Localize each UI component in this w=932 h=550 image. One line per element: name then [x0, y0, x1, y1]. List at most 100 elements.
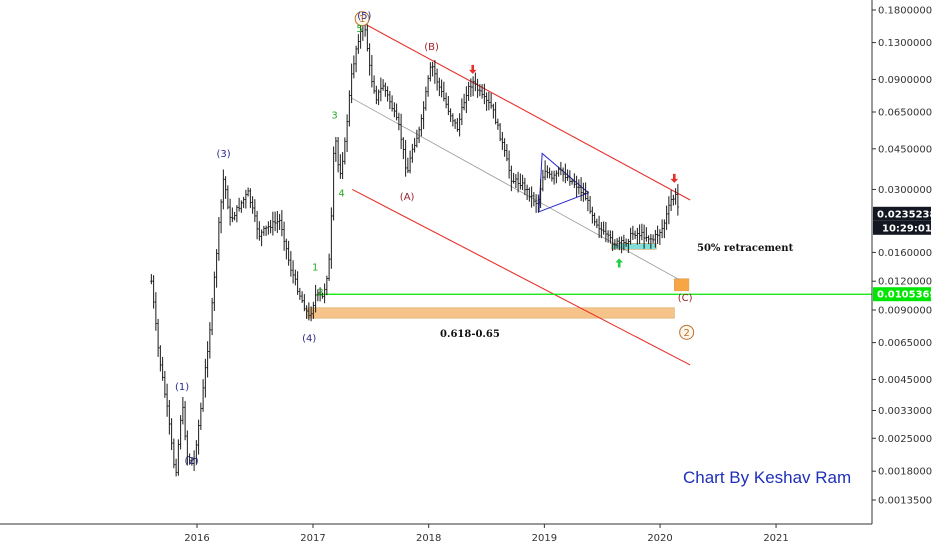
ohlc-bar	[312, 301, 315, 319]
ohlc-bar	[456, 118, 459, 132]
wave-label: (3)	[217, 149, 231, 160]
ohlc-bar	[242, 196, 245, 209]
ohlc-bar	[638, 224, 641, 244]
ohlc-bar	[541, 169, 545, 192]
ohlc-bar	[303, 294, 306, 312]
ohlc-bar	[631, 225, 635, 240]
ohlc-bar	[633, 230, 637, 240]
x-tick-label: 2019	[532, 533, 557, 544]
ohlc-bar	[627, 238, 630, 253]
ohlc-bar	[597, 215, 601, 239]
ohlc-bar	[570, 178, 574, 185]
ohlc-bar	[388, 90, 392, 110]
ohlc-bar	[244, 189, 248, 209]
ohlc-bar	[658, 229, 662, 245]
ohlc-bar	[469, 78, 473, 97]
chart-credit: Chart By Keshav Ram	[683, 468, 851, 487]
x-tick-label: 2021	[763, 533, 788, 544]
ohlc-bar	[210, 297, 214, 336]
ohlc-bar	[424, 86, 428, 111]
ohlc-bar	[334, 136, 338, 162]
wave-circle-marker	[354, 11, 370, 27]
wave-label: 1	[359, 14, 365, 25]
ohlc-bar	[532, 192, 536, 207]
wave-label: (4)	[302, 334, 316, 345]
ohlc-bar	[519, 173, 522, 190]
ohlc-bar	[660, 219, 664, 239]
x-tick-label: 2017	[300, 533, 325, 544]
ohlc-bar	[190, 457, 194, 466]
ohlc-bar	[453, 118, 457, 129]
ohlc-bar	[422, 101, 425, 130]
support-box	[611, 243, 657, 250]
ohlc-bar	[222, 169, 225, 210]
ohlc-bar	[494, 101, 497, 125]
ohlc-bar	[154, 292, 158, 331]
ohlc-bar	[478, 84, 482, 97]
ohlc-bar	[411, 143, 414, 163]
ohlc-bar	[368, 43, 371, 76]
ohlc-bar	[296, 271, 299, 295]
ohlc-bar	[156, 318, 160, 357]
ohlc-bar	[379, 77, 383, 102]
ohlc-bar	[170, 418, 173, 451]
ohlc-bar	[341, 152, 344, 180]
ohlc-bar	[609, 230, 612, 244]
ohlc-bar	[336, 136, 340, 173]
ohlc-bar	[539, 179, 542, 208]
arrow-up-icon	[615, 258, 623, 268]
ohlc-bar	[674, 188, 677, 205]
ohlc-bar	[278, 213, 281, 230]
ohlc-bar	[429, 62, 432, 82]
arrow-down-icon	[468, 64, 477, 74]
ohlc-bar	[512, 172, 515, 184]
ohlc-bar	[602, 221, 605, 235]
ohlc-bar	[438, 77, 441, 97]
ohlc-bar	[485, 92, 488, 111]
wave-label: 3	[331, 111, 337, 122]
ohlc-bar	[246, 187, 250, 197]
ohlc-bar	[258, 221, 261, 241]
ohlc-bar	[600, 221, 603, 239]
ohlc-bar	[622, 234, 626, 251]
ohlc-bar	[298, 287, 302, 300]
ohlc-bar	[309, 306, 313, 322]
ohlc-bar	[537, 194, 540, 213]
ohlc-bar	[168, 400, 171, 435]
ohlc-bar	[233, 211, 236, 221]
ohlc-bar	[420, 114, 423, 137]
ohlc-bar	[413, 138, 416, 153]
ohlc-bar	[197, 419, 200, 455]
wave-label: (B)	[424, 42, 439, 53]
ohlc-bar	[483, 83, 486, 105]
ohlc-bar	[352, 55, 356, 79]
ohlc-bar	[492, 103, 495, 119]
ohlc-bar	[534, 194, 538, 213]
ohlc-bar	[557, 166, 560, 177]
ohlc-bar	[656, 225, 659, 244]
channel-upper-line	[360, 21, 691, 201]
ohlc-bar	[442, 81, 446, 102]
ohlc-bar	[588, 195, 592, 214]
ohlc-bar	[215, 249, 218, 288]
price-bars	[150, 17, 680, 477]
ohlc-bar	[323, 283, 326, 304]
annotation-layer: 1(5)5(B)3(3)4 (A)12(4)(1)(2)(C)250% retra…	[175, 11, 851, 487]
ohlc-bar	[251, 196, 254, 214]
ohlc-bar	[165, 383, 169, 417]
ohlc-bar	[267, 221, 270, 235]
wave-label: 5	[356, 24, 362, 35]
ohlc-bar	[350, 63, 353, 104]
ohlc-bar	[226, 185, 230, 210]
y-tick-label: 0.00135000	[878, 496, 932, 507]
ohlc-bar	[561, 167, 565, 182]
ohlc-bar	[408, 150, 412, 174]
ohlc-bar	[663, 219, 666, 239]
ohlc-bar	[528, 187, 531, 202]
ohlc-bar	[260, 229, 263, 247]
ohlc-bar	[152, 275, 155, 309]
